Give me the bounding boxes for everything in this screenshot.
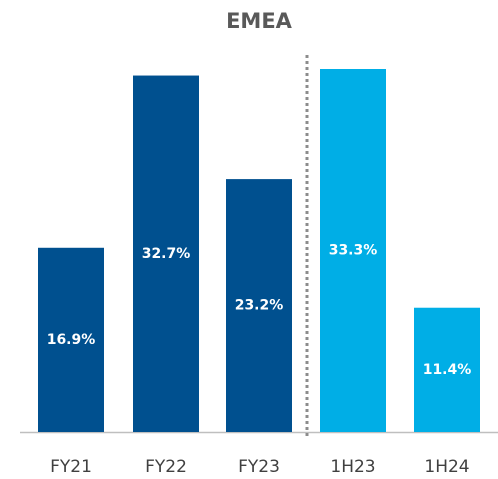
bar bbox=[414, 307, 480, 432]
x-tick-label: 1H23 bbox=[330, 457, 375, 477]
value-label: 16.9% bbox=[47, 332, 96, 348]
bar bbox=[226, 179, 292, 432]
value-label: 11.4% bbox=[423, 362, 472, 378]
x-tick-label: 1H24 bbox=[424, 457, 469, 477]
bar bbox=[38, 247, 104, 432]
chart-title: EMEA bbox=[226, 9, 293, 33]
x-tick-label: FY23 bbox=[238, 457, 280, 477]
bar bbox=[133, 75, 199, 433]
x-tick-label: FY22 bbox=[145, 457, 187, 477]
x-tick-label: FY21 bbox=[50, 457, 92, 477]
value-label: 33.3% bbox=[329, 243, 378, 259]
value-label: 23.2% bbox=[235, 298, 284, 314]
bar bbox=[320, 69, 386, 432]
value-label: 32.7% bbox=[142, 246, 191, 262]
